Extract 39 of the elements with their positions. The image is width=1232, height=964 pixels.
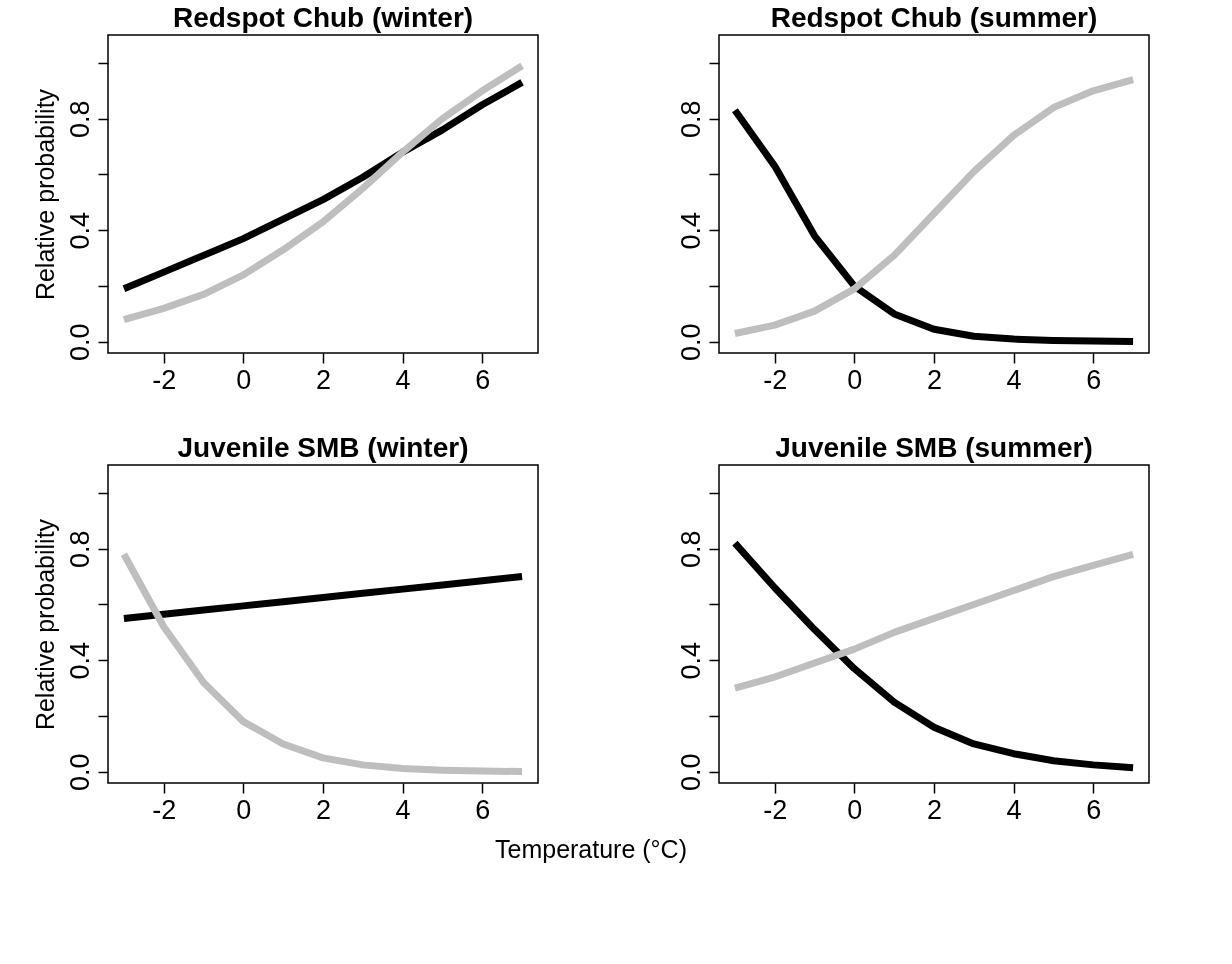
y-tick-label: 0.0 [675, 323, 706, 362]
y-tick-label: 0.0 [64, 753, 95, 792]
x-tick-label: 4 [395, 794, 411, 825]
x-tick-label: -2 [763, 794, 788, 825]
chart-title: Redspot Chub (summer) [770, 2, 1098, 33]
y-tick-label: 0.0 [675, 753, 706, 792]
x-tick-label: 2 [926, 794, 943, 825]
x-tick-label: 2 [926, 364, 943, 395]
chart-title: Redspot Chub (winter) [172, 2, 474, 33]
x-tick-label: 0 [847, 364, 863, 395]
y-tick-label: 0.8 [675, 530, 706, 568]
y-tick-label: 0.4 [675, 641, 706, 680]
x-tick-label: -2 [763, 364, 788, 395]
x-tick-label: 6 [1086, 364, 1102, 395]
y-tick-label: 0.0 [64, 323, 95, 362]
y-tick-label: 0.4 [64, 641, 95, 680]
x-tick-label: 0 [236, 794, 252, 825]
x-tick-label: 2 [315, 364, 332, 395]
x-axis-title: Temperature (°C) [495, 834, 687, 863]
chart-title: Juvenile SMB (winter) [177, 432, 469, 463]
y-tick-label: 0.8 [64, 100, 95, 138]
y-axis-title: Relative probability [30, 88, 59, 301]
x-tick-label: -2 [152, 364, 177, 395]
y-tick-label: 0.8 [675, 100, 706, 138]
x-tick-label: 4 [395, 364, 411, 395]
y-axis-title: Relative probability [30, 518, 59, 731]
x-tick-label: 4 [1006, 364, 1022, 395]
x-tick-label: 6 [475, 364, 491, 395]
x-tick-label: 0 [236, 364, 252, 395]
x-tick-label: 6 [475, 794, 491, 825]
x-tick-label: 6 [1086, 794, 1102, 825]
y-tick-label: 0.4 [675, 211, 706, 250]
x-tick-label: 4 [1006, 794, 1022, 825]
x-tick-label: 0 [847, 794, 863, 825]
x-tick-label: 2 [315, 794, 332, 825]
x-tick-label: -2 [152, 794, 177, 825]
y-tick-label: 0.4 [64, 211, 95, 250]
chart-title: Juvenile SMB (summer) [775, 432, 1093, 463]
y-tick-label: 0.8 [64, 530, 95, 568]
